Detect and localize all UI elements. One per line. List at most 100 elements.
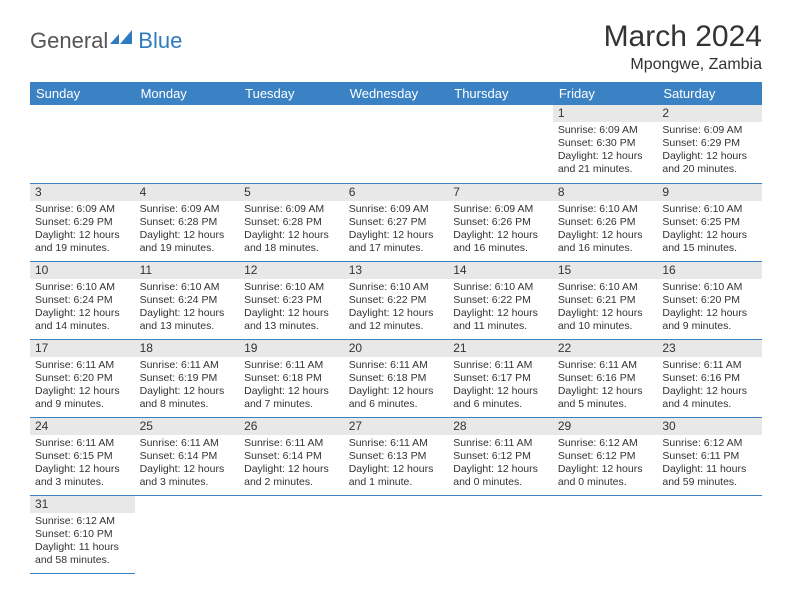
calendar-row: 24Sunrise: 6:11 AMSunset: 6:15 PMDayligh… — [30, 417, 762, 495]
calendar-cell — [344, 105, 449, 183]
day-details: Sunrise: 6:11 AMSunset: 6:12 PMDaylight:… — [453, 437, 548, 490]
day-number: 5 — [239, 184, 344, 201]
day-line: Daylight: 12 hours — [453, 385, 548, 398]
header: General Blue March 2024 Mpongwe, Zambia — [30, 20, 762, 74]
calendar-cell: 5Sunrise: 6:09 AMSunset: 6:28 PMDaylight… — [239, 183, 344, 261]
day-line: Daylight: 12 hours — [558, 463, 653, 476]
day-line: Daylight: 12 hours — [453, 229, 548, 242]
day-line: Sunset: 6:15 PM — [35, 450, 130, 463]
day-details: Sunrise: 6:11 AMSunset: 6:18 PMDaylight:… — [244, 359, 339, 412]
day-line: Sunrise: 6:09 AM — [662, 124, 757, 137]
day-line: Daylight: 12 hours — [349, 229, 444, 242]
day-line: Sunrise: 6:11 AM — [35, 437, 130, 450]
day-details: Sunrise: 6:12 AMSunset: 6:11 PMDaylight:… — [662, 437, 757, 490]
day-line: Sunrise: 6:10 AM — [140, 281, 235, 294]
calendar-cell: 2 Sunrise: 6:09 AMSunset: 6:29 PMDaylight… — [657, 105, 762, 183]
day-header: Sunday — [30, 82, 135, 105]
day-line: Sunrise: 6:11 AM — [244, 359, 339, 372]
day-line: Sunset: 6:29 PM — [662, 137, 757, 150]
calendar-cell — [344, 495, 449, 573]
day-details: Sunrise: 6:11 AMSunset: 6:17 PMDaylight:… — [453, 359, 548, 412]
day-number: 31 — [30, 496, 135, 513]
day-header-row: SundayMondayTuesdayWednesdayThursdayFrid… — [30, 82, 762, 105]
day-line: Sunrise: 6:11 AM — [349, 437, 444, 450]
day-details: Sunrise: 6:11 AMSunset: 6:20 PMDaylight:… — [35, 359, 130, 412]
calendar-cell — [30, 105, 135, 183]
day-line: Sunrise: 6:10 AM — [558, 203, 653, 216]
day-details: Sunrise: 6:10 AMSunset: 6:26 PMDaylight:… — [558, 203, 653, 256]
day-details: Sunrise: 6:09 AMSunset: 6:27 PMDaylight:… — [349, 203, 444, 256]
day-line: Sunrise: 6:11 AM — [453, 437, 548, 450]
day-line: and 0 minutes. — [558, 476, 653, 489]
day-details: Sunrise: 6:10 AMSunset: 6:22 PMDaylight:… — [349, 281, 444, 334]
day-line: Sunrise: 6:11 AM — [140, 437, 235, 450]
calendar-cell: 26Sunrise: 6:11 AMSunset: 6:14 PMDayligh… — [239, 417, 344, 495]
day-line: and 5 minutes. — [558, 398, 653, 411]
day-line: Sunrise: 6:09 AM — [140, 203, 235, 216]
day-line: Sunrise: 6:12 AM — [662, 437, 757, 450]
day-line: Daylight: 12 hours — [558, 385, 653, 398]
day-line: Sunset: 6:18 PM — [244, 372, 339, 385]
day-line: and 17 minutes. — [349, 242, 444, 255]
day-line: Daylight: 12 hours — [35, 463, 130, 476]
calendar-cell: 16Sunrise: 6:10 AMSunset: 6:20 PMDayligh… — [657, 261, 762, 339]
day-line: Sunset: 6:20 PM — [35, 372, 130, 385]
day-line: and 15 minutes. — [662, 242, 757, 255]
day-line: Sunrise: 6:10 AM — [349, 281, 444, 294]
calendar-cell: 23Sunrise: 6:11 AMSunset: 6:16 PMDayligh… — [657, 339, 762, 417]
day-line: Daylight: 12 hours — [349, 385, 444, 398]
day-details: Sunrise: 6:11 AMSunset: 6:16 PMDaylight:… — [558, 359, 653, 412]
day-line: Sunrise: 6:09 AM — [349, 203, 444, 216]
day-line: Daylight: 12 hours — [662, 229, 757, 242]
day-line: and 6 minutes. — [453, 398, 548, 411]
day-details: Sunrise: 6:09 AMSunset: 6:30 PMDaylight:… — [558, 124, 653, 177]
day-line: Sunrise: 6:10 AM — [662, 281, 757, 294]
day-line: and 19 minutes. — [35, 242, 130, 255]
page-title: March 2024 — [604, 20, 762, 54]
day-line: and 16 minutes. — [453, 242, 548, 255]
day-line: and 2 minutes. — [244, 476, 339, 489]
calendar-cell — [553, 495, 658, 573]
calendar-cell: 6 Sunrise: 6:09 AMSunset: 6:27 PMDaylight… — [344, 183, 449, 261]
day-number: 12 — [239, 262, 344, 279]
day-line: Sunset: 6:12 PM — [453, 450, 548, 463]
day-line: Sunrise: 6:11 AM — [349, 359, 444, 372]
day-details: Sunrise: 6:09 AMSunset: 6:29 PMDaylight:… — [662, 124, 757, 177]
day-line: Sunset: 6:26 PM — [558, 216, 653, 229]
day-number: 13 — [344, 262, 449, 279]
calendar-cell: 8Sunrise: 6:10 AMSunset: 6:26 PMDaylight… — [553, 183, 658, 261]
calendar-cell — [448, 495, 553, 573]
day-number: 16 — [657, 262, 762, 279]
day-line: Daylight: 12 hours — [558, 307, 653, 320]
day-line: Daylight: 12 hours — [558, 150, 653, 163]
day-line: Daylight: 12 hours — [662, 385, 757, 398]
calendar-cell: 14Sunrise: 6:10 AMSunset: 6:22 PMDayligh… — [448, 261, 553, 339]
day-line: Sunrise: 6:11 AM — [140, 359, 235, 372]
day-line: and 7 minutes. — [244, 398, 339, 411]
day-line: Daylight: 12 hours — [35, 229, 130, 242]
day-details: Sunrise: 6:11 AMSunset: 6:14 PMDaylight:… — [244, 437, 339, 490]
day-line: Sunrise: 6:10 AM — [558, 281, 653, 294]
calendar-cell — [448, 105, 553, 183]
day-line: and 59 minutes. — [662, 476, 757, 489]
day-line: Sunset: 6:29 PM — [35, 216, 130, 229]
day-line: and 12 minutes. — [349, 320, 444, 333]
calendar-cell: 12Sunrise: 6:10 AMSunset: 6:23 PMDayligh… — [239, 261, 344, 339]
day-line: Daylight: 12 hours — [244, 229, 339, 242]
day-number: 2 — [657, 105, 762, 122]
day-line: Sunset: 6:10 PM — [35, 528, 130, 541]
calendar-cell — [135, 495, 240, 573]
day-number: 11 — [135, 262, 240, 279]
day-line: Daylight: 12 hours — [35, 307, 130, 320]
calendar-cell: 3Sunrise: 6:09 AMSunset: 6:29 PMDaylight… — [30, 183, 135, 261]
day-number: 6 — [344, 184, 449, 201]
day-line: Sunrise: 6:10 AM — [662, 203, 757, 216]
day-line: Daylight: 12 hours — [349, 463, 444, 476]
day-number: 10 — [30, 262, 135, 279]
day-line: Sunrise: 6:11 AM — [453, 359, 548, 372]
day-number: 15 — [553, 262, 658, 279]
day-line: Sunset: 6:11 PM — [662, 450, 757, 463]
day-number: 19 — [239, 340, 344, 357]
day-line: Sunrise: 6:09 AM — [558, 124, 653, 137]
day-line: Sunrise: 6:09 AM — [35, 203, 130, 216]
